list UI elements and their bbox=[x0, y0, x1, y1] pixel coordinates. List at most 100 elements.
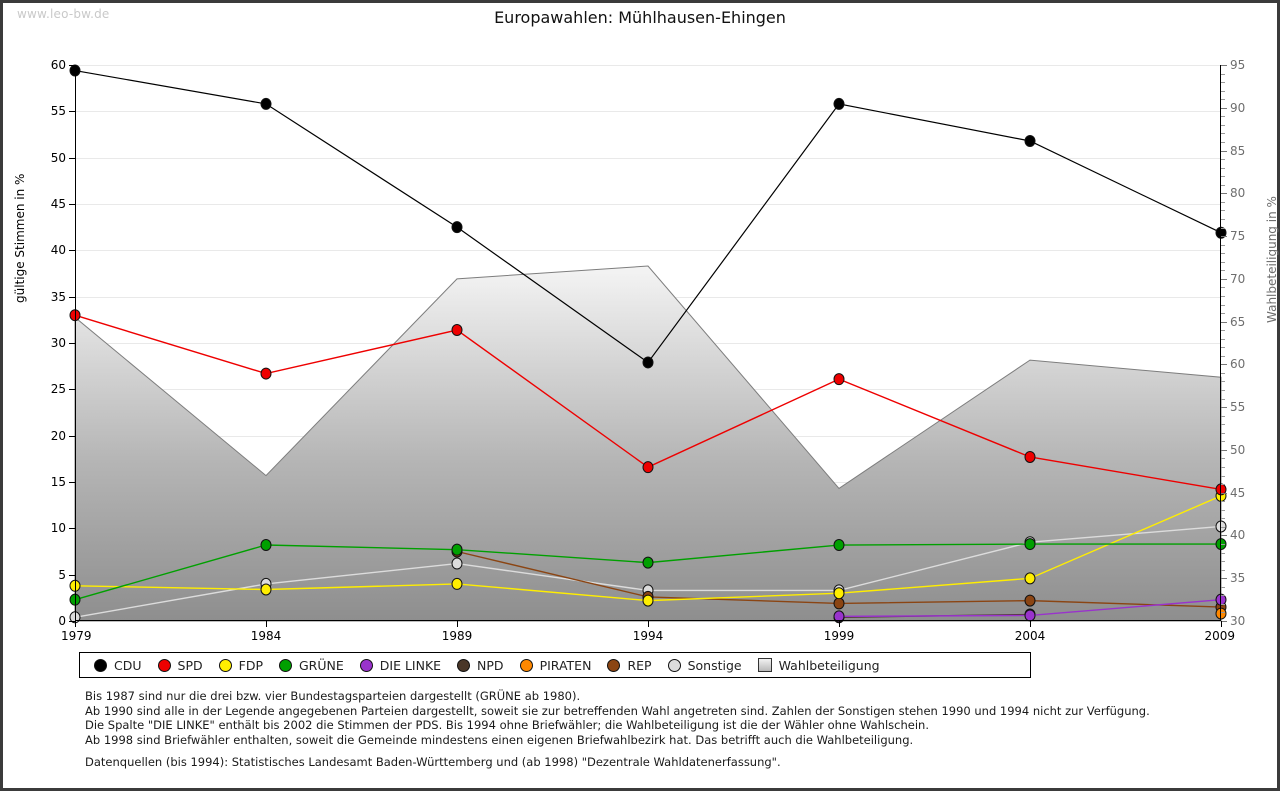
x-tick bbox=[75, 621, 76, 627]
data-point-grüne[interactable] bbox=[833, 539, 845, 552]
legend-item-cdu[interactable]: CDU bbox=[80, 658, 142, 673]
right-minor-tick bbox=[1221, 201, 1225, 203]
right-minor-tick bbox=[1221, 295, 1225, 297]
right-minor-tick bbox=[1221, 82, 1225, 84]
right-minor-tick bbox=[1221, 544, 1225, 545]
left-tick-label: 35 bbox=[50, 289, 66, 304]
legend-dot-icon bbox=[519, 658, 533, 672]
gridline bbox=[76, 111, 1220, 113]
data-point-cdu[interactable] bbox=[1024, 134, 1036, 147]
right-tick bbox=[1221, 236, 1227, 238]
data-point-rep[interactable] bbox=[1024, 594, 1036, 607]
data-point-fdp[interactable] bbox=[1024, 572, 1036, 585]
left-tick-label: 55 bbox=[50, 104, 66, 119]
data-point-cdu[interactable] bbox=[642, 356, 654, 369]
legend-item-spd[interactable]: SPD bbox=[142, 658, 203, 673]
right-tick-label: 75 bbox=[1230, 229, 1246, 244]
data-point-rep[interactable] bbox=[833, 597, 845, 610]
data-point-die-linke[interactable] bbox=[1215, 593, 1227, 606]
data-point-fdp[interactable] bbox=[642, 594, 654, 607]
data-point-spd[interactable] bbox=[1215, 483, 1227, 496]
right-minor-tick bbox=[1221, 218, 1225, 220]
data-point-cdu[interactable] bbox=[451, 221, 463, 234]
legend-item-fdp[interactable]: FDP bbox=[203, 658, 263, 673]
legend-item-grüne[interactable]: GRÜNE bbox=[263, 658, 344, 673]
gridline bbox=[76, 65, 1220, 66]
right-tick bbox=[1221, 321, 1227, 323]
legend-item-npd[interactable]: NPD bbox=[441, 658, 504, 673]
legend-item-wahlbeteiligung[interactable]: Wahlbeteiligung bbox=[742, 658, 880, 673]
legend-item-piraten[interactable]: PIRATEN bbox=[504, 657, 592, 673]
right-tick bbox=[1221, 492, 1227, 494]
right-minor-tick bbox=[1221, 244, 1225, 246]
data-point-sonstige[interactable] bbox=[451, 557, 463, 570]
legend-item-die-linke[interactable]: DIE LINKE bbox=[344, 658, 441, 673]
right-minor-tick bbox=[1221, 167, 1225, 169]
left-axis-title: gültige Stimmen in % bbox=[13, 173, 27, 303]
left-tick bbox=[69, 574, 75, 576]
right-tick-label: 45 bbox=[1230, 485, 1246, 500]
right-minor-tick bbox=[1221, 475, 1225, 477]
right-minor-tick bbox=[1221, 227, 1225, 229]
x-tick-label: 1989 bbox=[441, 629, 473, 643]
right-minor-tick bbox=[1221, 458, 1225, 460]
right-minor-tick bbox=[1221, 330, 1225, 332]
legend-item-sonstige[interactable]: Sonstige bbox=[652, 658, 742, 673]
chart-legend: CDU SPD FDP GRÜNE DIE LINKE NPD PIRATEN REP Sons… bbox=[79, 652, 1031, 678]
left-tick-label: 20 bbox=[50, 428, 66, 443]
data-point-cdu[interactable] bbox=[260, 97, 272, 110]
data-point-sonstige[interactable] bbox=[1215, 520, 1227, 533]
right-minor-tick bbox=[1221, 116, 1225, 118]
left-tick-label: 15 bbox=[50, 475, 66, 489]
legend-dot-icon bbox=[457, 658, 471, 672]
gridline bbox=[76, 157, 1220, 159]
right-minor-tick bbox=[1221, 518, 1225, 520]
right-minor-tick bbox=[1221, 424, 1225, 426]
right-axis-title: Wahlbeteiligung in % bbox=[1265, 196, 1279, 323]
right-minor-tick bbox=[1221, 261, 1225, 263]
right-minor-tick bbox=[1221, 270, 1225, 272]
data-point-grüne[interactable] bbox=[642, 556, 654, 569]
data-point-fdp[interactable] bbox=[833, 587, 845, 600]
right-minor-tick bbox=[1221, 338, 1225, 340]
right-tick bbox=[1221, 65, 1227, 66]
right-tick bbox=[1221, 364, 1227, 366]
legend-label: PIRATEN bbox=[539, 657, 592, 673]
data-point-grüne[interactable] bbox=[260, 539, 272, 552]
left-tick bbox=[69, 296, 75, 298]
right-tick bbox=[1221, 150, 1227, 152]
right-minor-tick bbox=[1221, 526, 1225, 528]
right-minor-tick bbox=[1221, 603, 1225, 605]
footnote-line: Ab 1990 sind alle in der Legende angegeb… bbox=[85, 703, 1150, 718]
data-point-grüne[interactable] bbox=[1024, 538, 1036, 551]
series-line-cdu bbox=[74, 69, 1222, 364]
right-minor-tick bbox=[1221, 509, 1225, 511]
data-point-fdp[interactable] bbox=[451, 577, 463, 590]
right-minor-tick bbox=[1221, 561, 1225, 563]
data-point-cdu[interactable] bbox=[833, 97, 845, 110]
data-point-fdp[interactable] bbox=[260, 583, 272, 596]
legend-dot-icon bbox=[667, 658, 681, 672]
x-tick-label: 2009 bbox=[1204, 629, 1236, 643]
data-point-spd[interactable] bbox=[642, 461, 654, 474]
right-tick-label: 85 bbox=[1230, 143, 1246, 158]
left-tick-label: 5 bbox=[58, 567, 66, 582]
legend-label: Sonstige bbox=[687, 657, 742, 673]
gridline bbox=[76, 250, 1220, 252]
x-tick bbox=[1030, 621, 1031, 627]
data-point-spd[interactable] bbox=[1024, 450, 1036, 463]
legend-dot-icon bbox=[94, 658, 107, 672]
data-point-spd[interactable] bbox=[260, 367, 272, 380]
data-point-piraten[interactable] bbox=[1215, 607, 1227, 620]
data-point-spd[interactable] bbox=[451, 324, 463, 337]
left-axis-line bbox=[75, 65, 76, 621]
legend-item-rep[interactable]: REP bbox=[591, 657, 652, 673]
legend-label: REP bbox=[627, 657, 652, 673]
data-point-spd[interactable] bbox=[833, 373, 845, 386]
data-point-grüne[interactable] bbox=[451, 543, 463, 556]
x-tick bbox=[839, 621, 840, 627]
right-minor-tick bbox=[1221, 355, 1225, 357]
right-tick-label: 35 bbox=[1230, 571, 1246, 586]
right-tick bbox=[1221, 535, 1227, 537]
data-point-cdu[interactable] bbox=[1215, 226, 1227, 239]
